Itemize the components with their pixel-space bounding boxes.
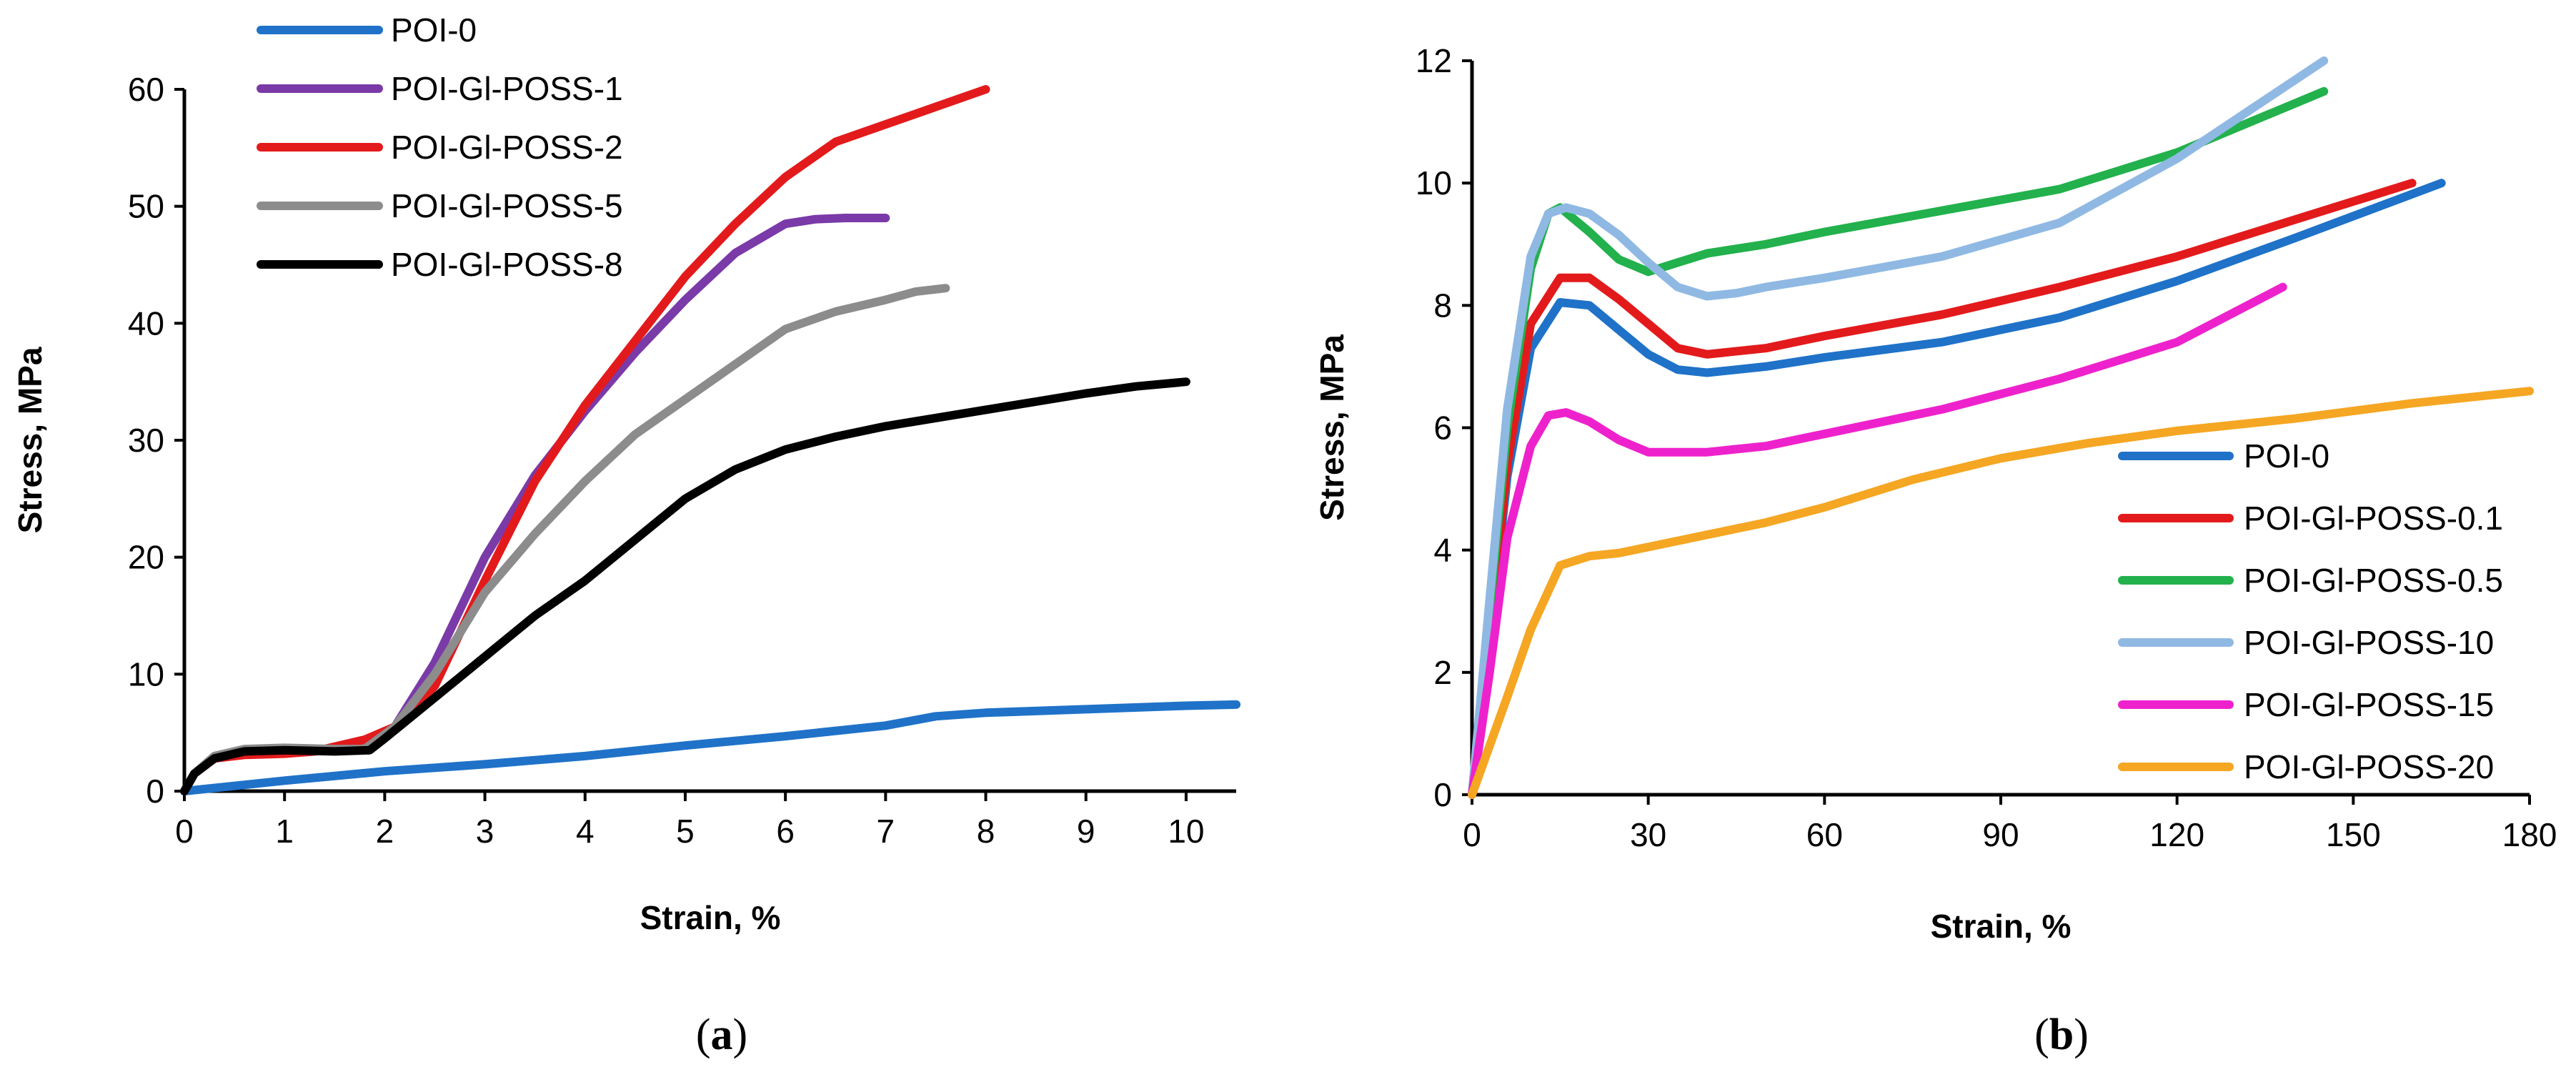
y-tick-label: 0 <box>1433 776 1452 813</box>
x-tick-label: 60 <box>1806 816 1843 853</box>
series-line <box>180 284 950 795</box>
legend: POI-0 POI-Gl-POSS-0.1 POI-Gl-POSS-0.5 POI-G… <box>2118 437 2503 785</box>
series-line <box>1468 56 2329 799</box>
legend-label: POI-Gl-POSS-0.1 <box>2244 500 2503 537</box>
y-tick-label: 4 <box>1433 532 1452 569</box>
series-line <box>180 377 1190 795</box>
y-tick-label: 6 <box>1433 410 1452 447</box>
legend-item: POI-Gl-POSS-0.5 <box>2118 562 2503 599</box>
x-tick-label: 3 <box>476 813 494 850</box>
y-tick-label: 0 <box>146 773 164 810</box>
x-tick-label: 1 <box>275 813 294 850</box>
x-tick-label: 7 <box>877 813 895 850</box>
x-tick-label: 2 <box>376 813 394 850</box>
x-tick-label: 9 <box>1077 813 1095 850</box>
legend-item: POI-Gl-POSS-2 <box>257 129 623 166</box>
y-tick-label: 50 <box>128 188 164 225</box>
chart-a: 0 10 20 30 40 50 60 0 1 2 3 4 5 6 7 8 9 10 Strain, % Stress… <box>11 11 1240 1059</box>
legend-item: POI-0 <box>2118 437 2329 475</box>
x-tick-label: 90 <box>1982 816 2019 853</box>
caption-paren-open: ( <box>2034 1011 2049 1059</box>
series-line <box>180 700 1240 795</box>
legend-label: POI-Gl-POSS-0.5 <box>2244 562 2503 599</box>
legend-label: POI-Gl-POSS-20 <box>2244 748 2494 785</box>
caption-letter: b <box>2049 1011 2074 1059</box>
legend-label: POI-Gl-POSS-1 <box>391 70 623 107</box>
x-tick-label: 10 <box>1168 813 1204 850</box>
y-tick-label: 60 <box>128 71 164 108</box>
x-tick-label: 4 <box>576 813 595 850</box>
legend-item: POI-Gl-POSS-8 <box>257 246 623 283</box>
legend-item: POI-Gl-POSS-15 <box>2118 686 2494 723</box>
legend-item: POI-Gl-POSS-20 <box>2118 748 2494 785</box>
y-tick-label: 40 <box>128 304 164 342</box>
caption-paren-open: ( <box>696 1011 711 1059</box>
legend-item: POI-0 <box>257 11 477 49</box>
caption-paren-close: ) <box>733 1011 748 1059</box>
legend-item: POI-Gl-POSS-0.1 <box>2118 500 2503 537</box>
legend-label: POI-Gl-POSS-5 <box>391 187 623 224</box>
x-axis-title: Strain, % <box>640 899 781 936</box>
y-axis-title: Stress, MPa <box>1313 334 1351 521</box>
chart-caption: (b) <box>2034 1011 2089 1059</box>
y-tick-label: 30 <box>128 422 164 459</box>
x-tick-label: 6 <box>776 813 795 850</box>
x-tick-label: 0 <box>175 813 194 850</box>
y-tick-label: 10 <box>128 655 164 693</box>
x-tick-label: 0 <box>1463 816 1481 853</box>
x-tick-label: 120 <box>2149 816 2204 853</box>
y-tick-label: 12 <box>1416 42 1452 79</box>
y-tick-label: 8 <box>1433 287 1452 324</box>
legend-item: POI-Gl-POSS-10 <box>2118 624 2494 661</box>
legend-label: POI-0 <box>391 11 477 49</box>
caption-letter: a <box>711 1011 733 1059</box>
x-tick-label: 180 <box>2502 816 2557 853</box>
series-line <box>1468 282 2287 799</box>
legend-label: POI-0 <box>2244 437 2329 475</box>
x-tick-label: 8 <box>977 813 995 850</box>
x-tick-label: 150 <box>2326 816 2381 853</box>
legend-label: POI-Gl-POSS-15 <box>2244 686 2494 723</box>
y-tick-label: 2 <box>1433 654 1452 691</box>
series-line <box>180 214 890 795</box>
legend: POI-0 POI-Gl-POSS-1 POI-Gl-POSS-2 POI-Gl-PO… <box>257 11 623 283</box>
y-tick-label: 10 <box>1416 164 1452 202</box>
y-tick-label: 20 <box>128 539 164 576</box>
caption-paren-close: ) <box>2074 1011 2089 1059</box>
legend-label: POI-Gl-POSS-2 <box>391 129 623 166</box>
series-line <box>1468 179 2417 799</box>
legend-item: POI-Gl-POSS-1 <box>257 70 623 107</box>
chart-caption: (a) <box>696 1011 747 1059</box>
x-tick-label: 5 <box>676 813 695 850</box>
y-axis-title: Stress, MPa <box>11 347 49 533</box>
legend-label: POI-Gl-POSS-10 <box>2244 624 2494 661</box>
legend-label: POI-Gl-POSS-8 <box>391 246 623 283</box>
series-line <box>1468 387 2534 799</box>
legend-item: POI-Gl-POSS-5 <box>257 187 623 224</box>
series-line <box>1468 86 2329 799</box>
x-tick-label: 30 <box>1630 816 1666 853</box>
x-axis-title: Strain, % <box>1931 908 2072 945</box>
